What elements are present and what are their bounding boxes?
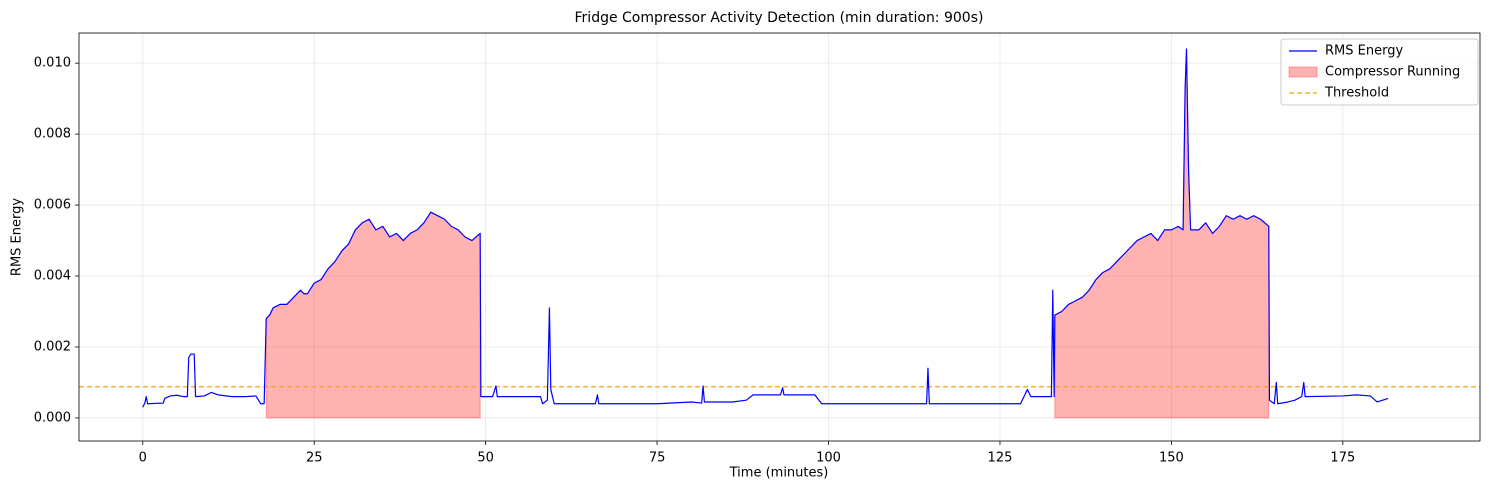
legend-swatch — [1288, 66, 1318, 78]
plot-frame — [78, 32, 1481, 442]
y-axis-label: RMS Energy — [10, 198, 25, 276]
legend-label: Threshold — [1324, 86, 1389, 101]
x-axis-label: Time (minutes) — [729, 466, 829, 481]
x-tick-label: 50 — [477, 451, 494, 466]
x-tick-label: 75 — [649, 451, 666, 466]
x-tick-label: 25 — [306, 451, 323, 466]
y-tick-label: 0.008 — [34, 127, 71, 142]
y-tick-label: 0.006 — [34, 198, 71, 213]
legend-label: RMS Energy — [1325, 44, 1403, 59]
y-tick-label: 0.000 — [34, 410, 71, 425]
x-tick-label: 125 — [988, 451, 1013, 466]
line-series — [142, 48, 1389, 408]
y-tick-label: 0.004 — [34, 269, 71, 284]
y-tick-label: 0.010 — [34, 56, 71, 71]
y-tick-label: 0.002 — [34, 339, 71, 354]
x-tick-label: 0 — [139, 451, 147, 466]
legend: RMS Energy Compressor Running Threshold — [1280, 38, 1479, 106]
x-tick-label: 175 — [1330, 451, 1355, 466]
legend-label: Compressor Running — [1325, 65, 1460, 80]
x-tick-label: 100 — [816, 451, 841, 466]
x-tick-label: 150 — [1159, 451, 1184, 466]
chart-title: Fridge Compressor Activity Detection (mi… — [575, 10, 984, 26]
legend-box — [1280, 38, 1479, 106]
